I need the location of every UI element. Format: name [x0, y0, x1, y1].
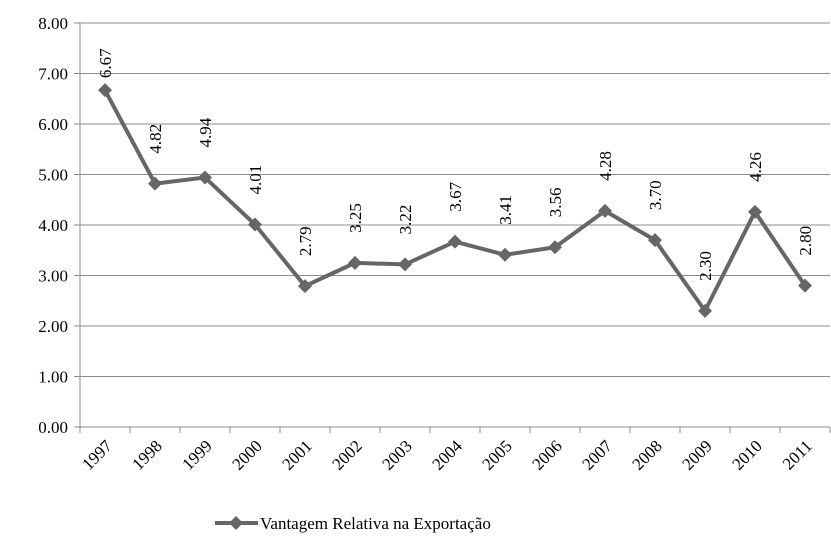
data-label: 3.25: [346, 203, 365, 233]
data-point: [598, 203, 612, 218]
data-point: [98, 83, 112, 98]
x-tick-label: 2010: [728, 436, 765, 473]
data-point: [348, 255, 362, 270]
data-label: 2.80: [796, 226, 815, 256]
y-tick-label: 8.00: [38, 14, 68, 33]
y-tick-label: 2.00: [38, 317, 68, 336]
data-point: [398, 257, 412, 272]
y-tick-label: 7.00: [38, 65, 68, 84]
data-label: 3.67: [446, 181, 465, 211]
data-label: 4.26: [746, 152, 765, 182]
data-point: [248, 217, 262, 232]
data-label: 4.94: [196, 117, 215, 147]
x-tick-label: 2011: [779, 436, 816, 473]
y-tick-label: 1.00: [38, 368, 68, 387]
data-point: [698, 303, 712, 318]
data-point: [648, 233, 662, 248]
data-point: [148, 176, 162, 191]
data-point: [298, 279, 312, 294]
data-point: [748, 204, 762, 219]
y-tick-label: 6.00: [38, 115, 68, 134]
x-tick-label: 2008: [628, 436, 665, 473]
legend-marker: [229, 516, 243, 530]
data-point: [798, 278, 812, 293]
data-point: [548, 240, 562, 255]
x-tick-label: 2006: [528, 436, 565, 473]
data-label: 3.56: [546, 187, 565, 217]
y-tick-label: 5.00: [38, 166, 68, 185]
x-tick-label: 1997: [78, 436, 116, 474]
x-tick-label: 2000: [228, 436, 265, 473]
data-point: [448, 234, 462, 249]
x-tick-label: 2007: [578, 436, 616, 474]
data-label: 2.30: [696, 251, 715, 281]
legend-label: Vantagem Relativa na Exportação: [260, 514, 491, 533]
data-label: 3.70: [646, 180, 665, 210]
data-label: 4.28: [596, 151, 615, 181]
x-tick-label: 2002: [328, 436, 365, 473]
x-tick-label: 1998: [128, 436, 165, 473]
y-tick-label: 3.00: [38, 267, 68, 286]
x-tick-label: 2001: [278, 436, 315, 473]
x-tick-label: 2004: [428, 436, 466, 474]
data-label: 3.41: [496, 195, 515, 225]
data-label: 6.67: [96, 48, 115, 78]
y-tick-label: 4.00: [38, 216, 68, 235]
data-label: 4.82: [146, 124, 165, 154]
x-tick-label: 2009: [678, 436, 715, 473]
data-point: [498, 247, 512, 262]
data-label: 3.22: [396, 205, 415, 235]
x-tick-label: 2003: [378, 436, 415, 473]
data-label: 2.79: [296, 226, 315, 256]
x-tick-label: 2005: [478, 436, 515, 473]
data-label: 4.01: [246, 165, 265, 195]
y-tick-label: 0.00: [38, 418, 68, 437]
data-point: [198, 170, 212, 185]
x-tick-label: 1999: [178, 436, 215, 473]
